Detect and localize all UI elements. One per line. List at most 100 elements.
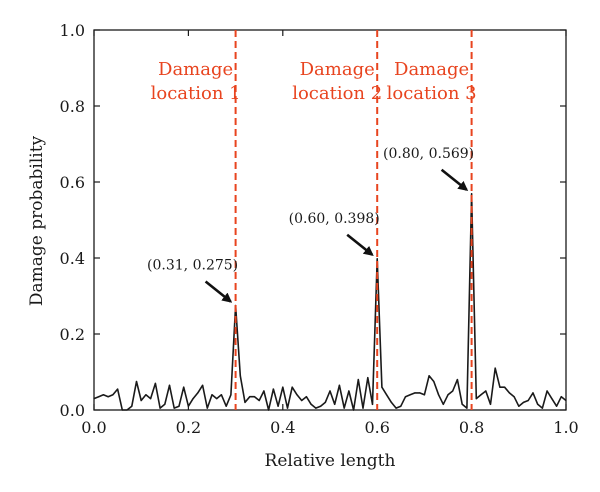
data-point (551, 398, 553, 400)
data-point (263, 390, 265, 392)
annotation-arrow-2 (346, 233, 374, 257)
data-point (249, 396, 251, 398)
data-point (504, 386, 506, 388)
data-point (225, 405, 227, 407)
x-tick-label: 0.8 (459, 418, 484, 437)
damage-label-2-line2: location 2 (292, 83, 382, 104)
annotation-label-2: (0.60, 0.398) (289, 211, 380, 227)
y-tick-label: 1.0 (60, 21, 85, 40)
data-point (197, 392, 199, 394)
data-point (277, 405, 279, 407)
data-point (371, 403, 374, 405)
data-point (546, 390, 548, 392)
data-point (437, 394, 440, 396)
annotation-label-3: (0.80, 0.569) (383, 146, 474, 162)
data-point (268, 409, 270, 411)
data-point (216, 398, 218, 400)
data-point (560, 396, 562, 398)
data-point (286, 407, 289, 409)
data-point (282, 386, 284, 388)
plot-frame (93, 29, 567, 411)
data-point (140, 399, 142, 402)
data-point (532, 392, 534, 394)
data-point (121, 409, 123, 411)
data-point (244, 401, 246, 403)
damage-label-2-line1: Damage (300, 59, 375, 80)
data-point (419, 392, 421, 394)
data-point (239, 375, 241, 377)
data-point (98, 396, 100, 398)
x-tick-label: 0.4 (270, 418, 295, 437)
data-point (381, 386, 383, 388)
data-point (150, 398, 152, 400)
data-point (400, 405, 402, 407)
data-point (522, 401, 525, 403)
damage-label-1-line1: Damage (158, 59, 233, 80)
data-point (433, 380, 435, 383)
data-point (338, 384, 341, 386)
data-point (367, 377, 369, 379)
data-point (324, 401, 326, 403)
data-point (423, 394, 425, 396)
data-point (386, 394, 388, 396)
y-tick-label: 0.2 (60, 325, 85, 344)
data-point (376, 258, 378, 260)
data-point (508, 392, 510, 394)
data-point (395, 407, 397, 409)
x-tick-label: 0.0 (81, 418, 106, 437)
data-point (258, 399, 260, 402)
data-point (475, 398, 477, 400)
x-tick-label: 0.6 (364, 418, 389, 437)
data-point (428, 375, 430, 377)
data-point (329, 390, 331, 392)
data-point (357, 379, 359, 381)
data-point (471, 193, 473, 195)
data-point (461, 403, 463, 405)
data-point (414, 392, 416, 394)
data-point (206, 407, 208, 409)
data-point (513, 396, 515, 398)
data-point (291, 386, 293, 388)
data-point (107, 396, 109, 398)
data-point (310, 403, 312, 405)
data-point (154, 382, 156, 384)
annotation-label-1: (0.31, 0.275) (147, 258, 238, 274)
data-point (159, 407, 161, 409)
data-point (164, 403, 166, 405)
data-point (447, 394, 449, 396)
data-point (305, 396, 307, 398)
data-point (537, 403, 539, 405)
data-point (485, 390, 487, 392)
data-point (230, 394, 232, 396)
data-point (362, 407, 364, 409)
data-point (527, 399, 529, 402)
data-point (518, 405, 520, 407)
data-point (131, 405, 133, 407)
plot-area: 0.0 0.2 0.4 0.6 0.8 1.0 0.0 0.2 0.4 0.6 0.8 1.0 Dama… (60, 21, 579, 437)
data-point (201, 384, 204, 386)
data-point (555, 405, 558, 407)
damage-label-3-line2: location 3 (387, 83, 477, 104)
y-tick-label: 0.8 (60, 97, 85, 116)
damage-label-3-line1: Damage (394, 59, 469, 80)
data-point (466, 407, 468, 409)
annotation-arrow-1 (204, 280, 233, 303)
data-point (183, 386, 185, 388)
data-point (112, 394, 114, 396)
data-point (145, 394, 147, 396)
data-point (168, 384, 171, 386)
data-point (343, 407, 345, 409)
data-point (541, 407, 544, 409)
data-point (315, 407, 317, 409)
data-point (187, 405, 189, 407)
data-point (173, 407, 175, 409)
y-tick-label: 0.6 (60, 173, 85, 192)
data-point (456, 379, 459, 381)
y-tick-label: 0.0 (60, 401, 85, 420)
data-point (442, 403, 444, 405)
data-point (301, 399, 303, 402)
data-point (409, 394, 411, 396)
data-point (117, 388, 119, 390)
data-point (93, 398, 95, 400)
